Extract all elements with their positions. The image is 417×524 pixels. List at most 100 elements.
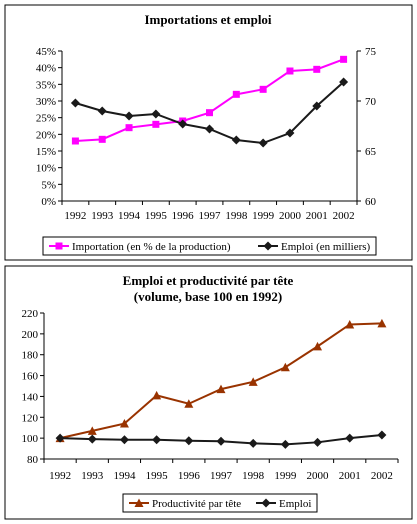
chart2-series-1-point (216, 436, 226, 446)
chart2-series-0-point (313, 341, 323, 351)
chart1-x-tick-label: 1999 (252, 210, 275, 222)
chart2-series-0-point (345, 319, 355, 329)
chart1-series-1-point (178, 119, 188, 129)
chart1-x-tick-label: 1998 (225, 210, 248, 222)
chart1-title: Importations et emploi (144, 12, 271, 27)
chart1-right-tick-label: 70 (365, 96, 377, 108)
chart1-series-1-point (151, 109, 161, 119)
chart2-y-tick-label: 140 (22, 391, 39, 403)
chart2-series-1-point (184, 436, 194, 446)
chart1-x-tick-label: 1997 (199, 210, 222, 222)
chart1-series-0-point (313, 65, 321, 73)
chart2-title: Emploi et productivité par tête (123, 273, 294, 288)
chart1-left-tick-label: 15% (36, 146, 56, 158)
chart1-left-tick-label: 5% (41, 179, 56, 191)
chart2-x-tick-label: 2002 (371, 470, 393, 482)
chart1-series-0-point (152, 120, 160, 128)
chart2-legend-item-emploi: Emploi (256, 498, 311, 510)
chart1-series-1-point (285, 128, 295, 138)
chart1-series-1-point (97, 106, 107, 116)
chart1-series-1-point (312, 101, 322, 111)
chart2-x-tick-label: 2001 (339, 470, 361, 482)
chart1-left-tick-label: 45% (36, 46, 56, 58)
chart1-left-tick-label: 30% (36, 96, 56, 108)
chart1-series-0-point (206, 109, 213, 117)
chart1-x-tick-label: 1995 (145, 210, 168, 222)
chart1-right-tick-label: 65 (365, 146, 377, 158)
chart2-series-1-point (280, 439, 290, 449)
chart2-x-tick-label: 1995 (146, 470, 169, 482)
chart1-x-tick-label: 1996 (172, 210, 195, 222)
chart1-x-tick-label: 2001 (306, 210, 328, 222)
chart1-left-tick-label: 35% (36, 79, 56, 91)
chart2-x-tick-labels: 1992 1993 1994 1995 1996 1997 1998 1999 2000 2001… (49, 470, 393, 482)
chart2-series-1-point (55, 433, 65, 443)
chart2-series-0-point (216, 384, 226, 394)
chart1-series-1-point (70, 98, 80, 108)
chart1-series-0-point (286, 67, 294, 75)
chart1-legend-label-importation: Importation (en % de la production) (72, 241, 231, 253)
chart2-series-0-point (377, 318, 387, 328)
chart2-series-0-point (280, 362, 290, 372)
chart2-axes (40, 312, 399, 463)
chart1-left-tick-label: 20% (36, 129, 56, 141)
chart2-series-0-point (152, 390, 162, 400)
chart1-left-tick-label: 0% (41, 196, 56, 208)
chart1-series-1-point (205, 124, 214, 134)
chart1-series-0-point (71, 137, 79, 145)
chart1-series-0-point (125, 124, 133, 132)
chart1-x-tick-label: 1994 (118, 210, 141, 222)
chart1-right-tick-labels: 60 65 70 75 (365, 46, 377, 208)
chart2-subtitle: (volume, base 100 en 1992) (134, 289, 282, 304)
chart2-series-1-point (345, 433, 355, 443)
chart2-x-tick-label: 1993 (81, 470, 104, 482)
chart1-x-tick-label: 2002 (333, 210, 355, 222)
chart1-x-tick-label: 1992 (64, 210, 86, 222)
chart1-series-1-point (231, 135, 241, 145)
chart2-series-1-point (152, 435, 162, 445)
chart2-x-tick-label: 2000 (307, 470, 330, 482)
chart2-series (55, 318, 387, 449)
chart1-series-0-point (98, 135, 106, 143)
chart1-series-1-point (124, 111, 134, 121)
chart2-series-1-point (119, 435, 129, 445)
chart2-x-tick-label: 1997 (210, 470, 233, 482)
chart2-y-tick-label: 220 (22, 308, 39, 320)
chart2-y-tick-label: 160 (22, 371, 39, 383)
chart1-legend (42, 236, 377, 256)
chart1-series-0-point (232, 90, 240, 98)
chart2-series-1-point (313, 437, 323, 447)
chart2-y-tick-label: 180 (22, 350, 39, 362)
chart1-series-0-point (259, 85, 267, 93)
chart1-left-tick-label: 40% (36, 63, 56, 75)
chart2-x-tick-label: 1996 (178, 470, 201, 482)
chart1-x-tick-label: 2000 (279, 210, 302, 222)
chart2-y-tick-labels: 80 100 120 140 160 180 200 220 (22, 308, 39, 466)
chart2-series-1-point (87, 434, 97, 444)
chart2-legend-label-emploi: Emploi (279, 498, 311, 510)
chart2-series-0-point (87, 426, 97, 435)
chart1-axes (58, 50, 361, 205)
chart2-series-1-point (377, 430, 387, 440)
chart1-legend-label-emploi: Emploi (en milliers) (281, 241, 371, 253)
chart2-legend-label-productivite: Productivité par tête (152, 498, 241, 510)
chart2-y-tick-label: 200 (22, 329, 39, 341)
chart2-y-tick-label: 80 (27, 454, 39, 466)
chart1-legend-item-emploi: Emploi (en milliers) (258, 241, 371, 253)
chart2-series-1-point (248, 438, 258, 448)
chart2-series-0-point (184, 399, 194, 408)
chart2-frame (4, 265, 413, 520)
chart2-series-0-point (119, 419, 129, 428)
chart1-left-tick-label: 10% (36, 163, 56, 175)
chart1-right-tick-label: 75 (365, 46, 377, 58)
chart2-series-0-point (248, 377, 258, 386)
chart2-x-tick-label: 1999 (274, 470, 297, 482)
chart2-legend (122, 493, 318, 513)
chart1-left-tick-label: 25% (36, 113, 56, 125)
chart2-x-tick-label: 1992 (49, 470, 71, 482)
chart2-x-tick-label: 1994 (113, 470, 136, 482)
chart1-series-0-point (340, 55, 348, 63)
chart1-left-tick-labels: 0% 5% 10% 15% 20% 25% 30% 35% 40% 45% (36, 46, 56, 208)
chart1-series (70, 55, 349, 148)
